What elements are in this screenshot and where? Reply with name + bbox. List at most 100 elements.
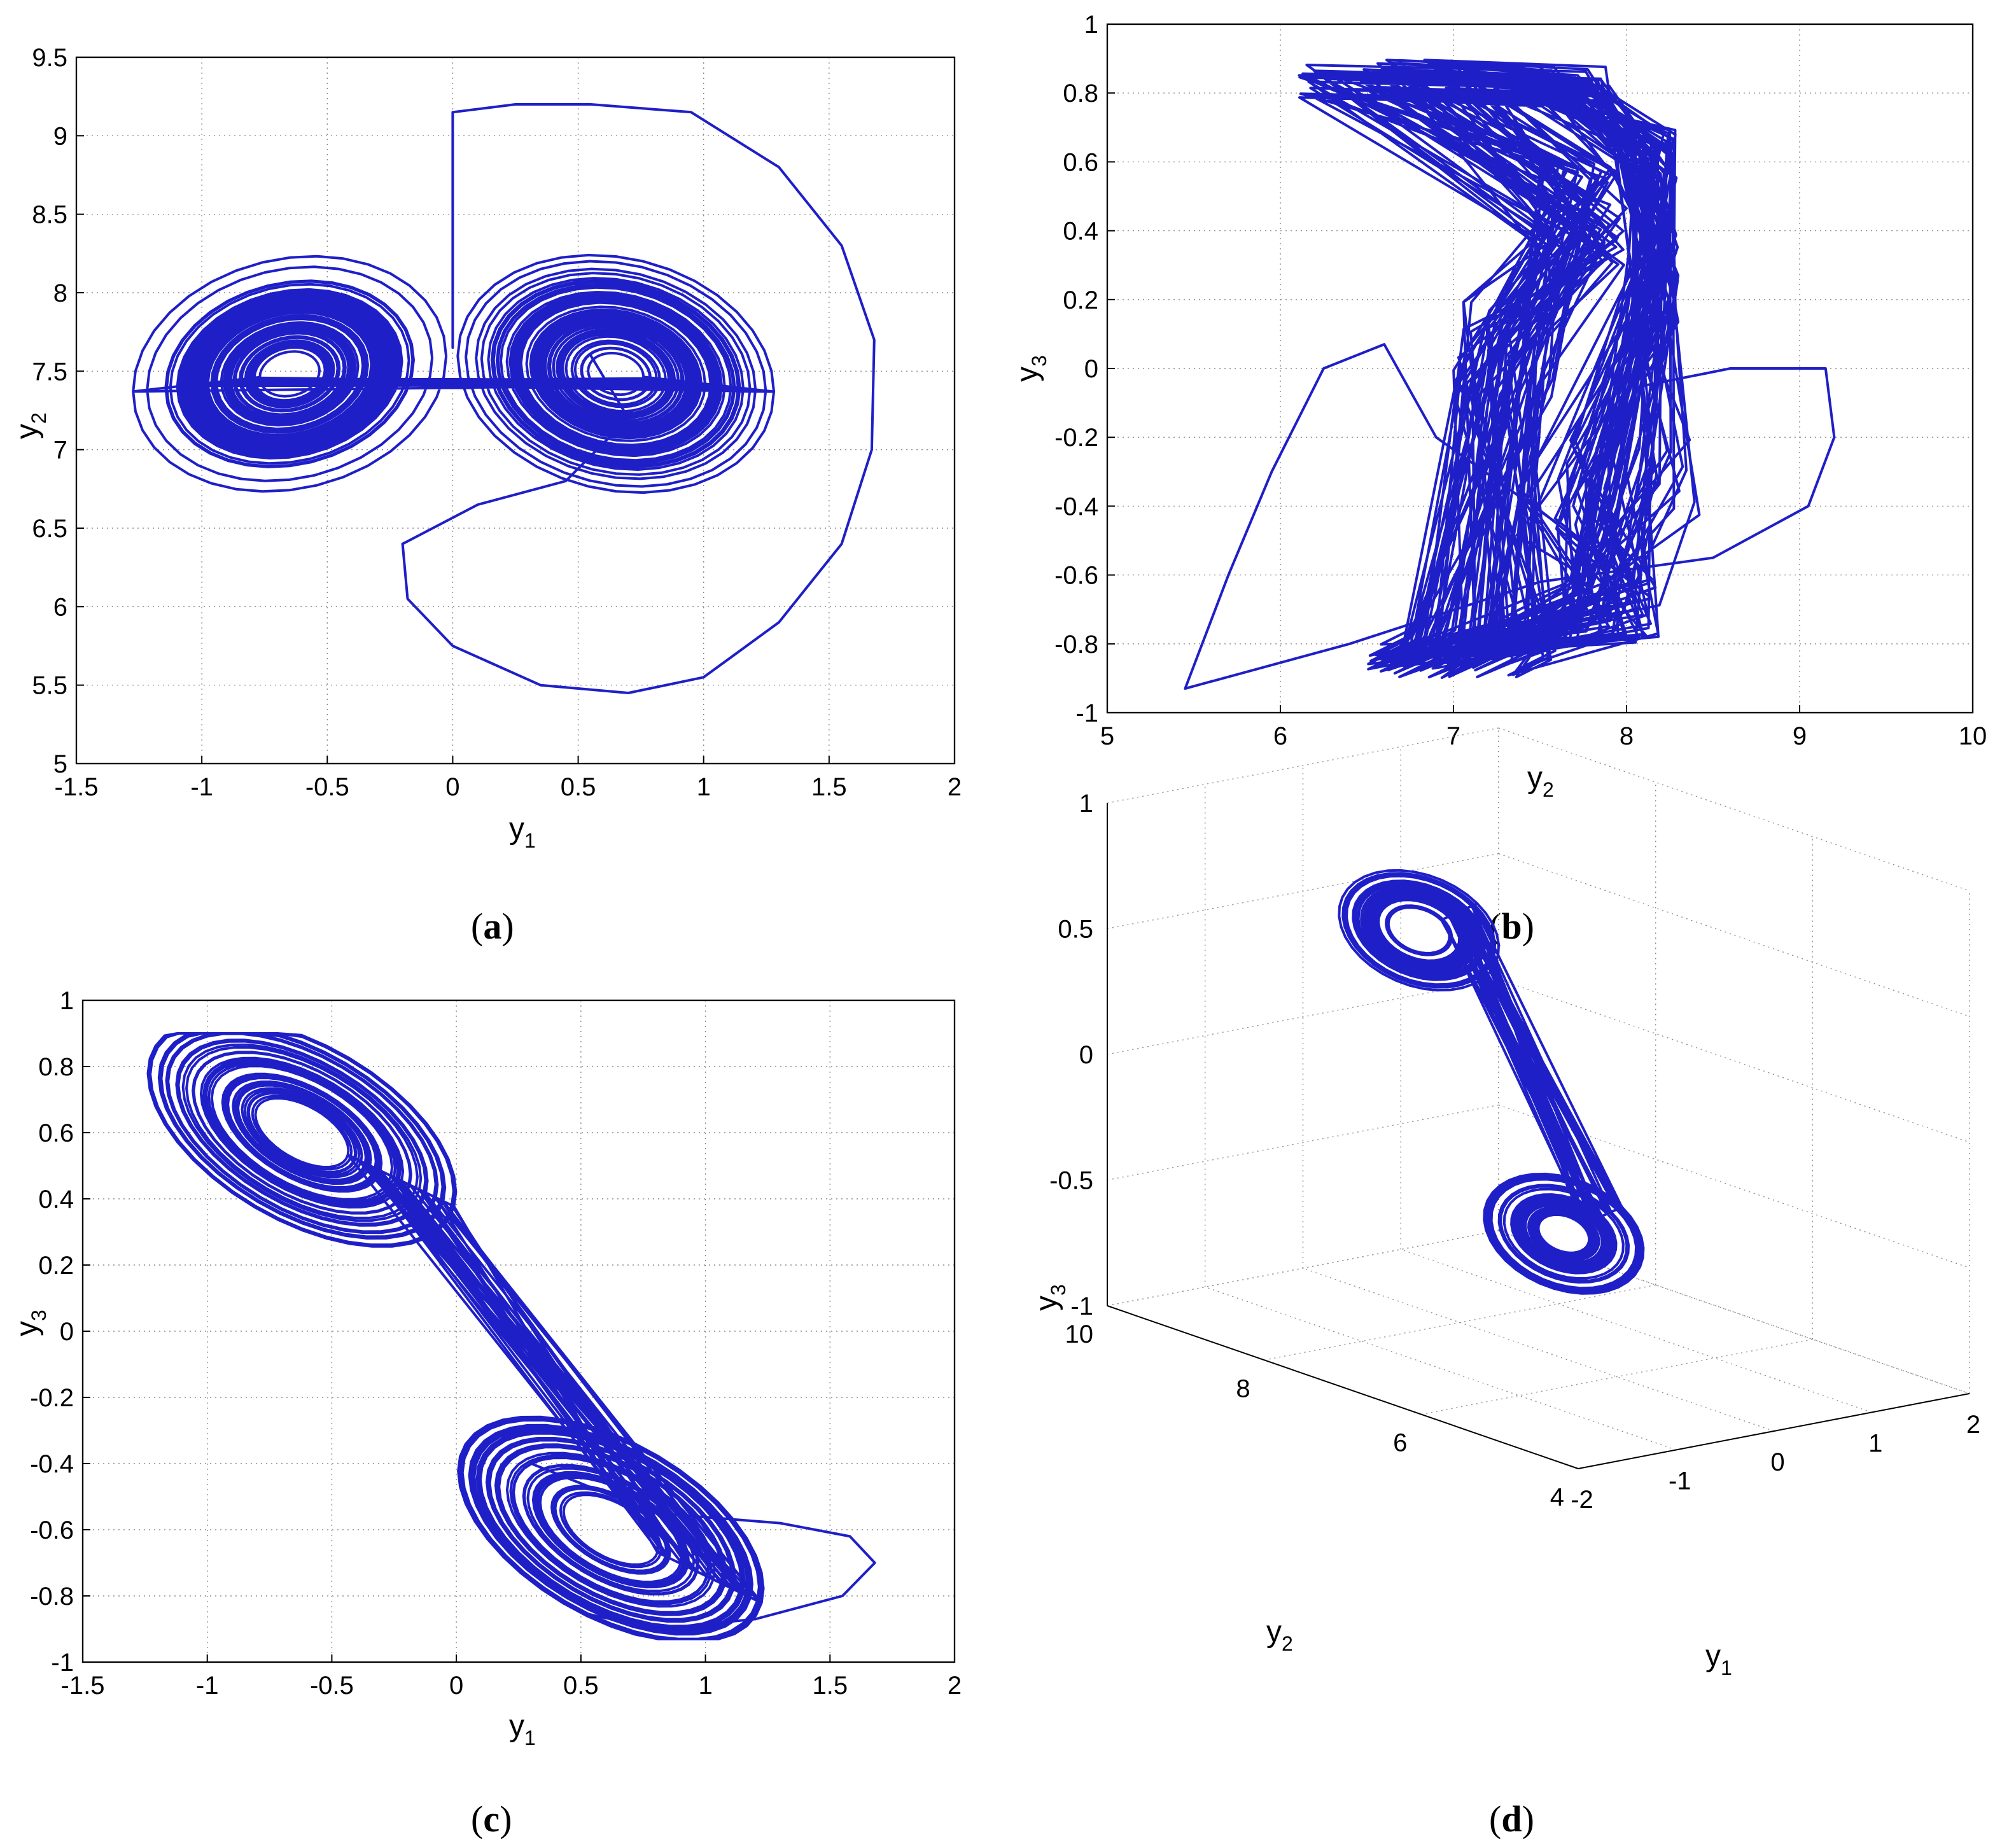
axes-box-d	[1107, 727, 1970, 1469]
transient-trajectory	[1184, 343, 1836, 690]
y-tick-label: 9.5	[32, 44, 67, 72]
y-tick-label: -0.4	[1054, 493, 1098, 521]
panel-b: 5 6 7 8 9 10-1-0.8-0.6-0.4-0.200.20.40.60.81 …	[1011, 11, 1987, 947]
xlabel-a: y1	[509, 812, 536, 852]
x-tick-label: 1	[698, 1672, 712, 1700]
attractor-trajectory	[132, 253, 776, 494]
transient-trajectory	[401, 103, 876, 694]
trajectory-b	[1184, 59, 1836, 690]
y-tick-label: 8	[53, 279, 67, 307]
panel-c: -1.5 -1 -0.5 0 0.5 1 1.5 2-1-0.8-0.6-0.4-0.200.…	[10, 987, 962, 1839]
y-tick-label: -0.6	[30, 1516, 74, 1544]
x-tick-label: -1.5	[61, 1672, 105, 1700]
y-tick-label: 0.8	[38, 1053, 74, 1081]
y-tick-label: 4	[1550, 1483, 1564, 1511]
transient-trajectory	[529, 1462, 876, 1630]
y-tick-label: 0.4	[1063, 218, 1098, 246]
y-tick-label: -0.8	[30, 1583, 74, 1611]
y-tick-label: 7.5	[32, 358, 67, 386]
y-tick-label: -1	[1075, 699, 1098, 727]
y-gridline-floor	[1421, 1338, 1813, 1415]
x-tick-label: 2	[948, 773, 962, 801]
y-tick-label: 6	[53, 593, 67, 621]
y-tick-label: 5.5	[32, 672, 67, 700]
ylabel-c: y3	[10, 1310, 50, 1336]
x-tick-label: 6	[1273, 722, 1287, 750]
y-tick-label: 0.6	[1063, 148, 1098, 176]
z-tick-label: 0	[1079, 1041, 1093, 1069]
y-tick-label: 0.2	[38, 1252, 74, 1280]
xlabel-c: y1	[509, 1709, 536, 1749]
x-tick-label: -2	[1571, 1486, 1593, 1514]
y-tick-label: -0.8	[1054, 631, 1098, 659]
y-tick-label: 0	[60, 1318, 74, 1346]
x-tick-label: 0.5	[561, 773, 596, 801]
y-tick-label: -0.6	[1054, 562, 1098, 590]
ylabel-a: y2	[10, 412, 50, 439]
z-gridline	[1107, 979, 1499, 1055]
y-tick-label: 0.2	[1063, 286, 1098, 314]
x-tick-label: -1	[190, 773, 213, 801]
panel-label-a: (a)	[471, 906, 514, 947]
x-tick-label: 9	[1793, 722, 1807, 750]
x-tick-label: 1.5	[811, 773, 847, 801]
y-tick-label: 6	[1393, 1429, 1407, 1457]
y-tick-label: -0.4	[30, 1450, 74, 1478]
x-tick-label: -1	[196, 1672, 219, 1700]
tick-labels-a: -1.5 -1 -0.5 0 0.5 1 1.5 2 5 5.5 6 6.5 7 7.5 8 8.5 9 9.5	[32, 44, 962, 801]
xlabel-b: y2	[1527, 761, 1554, 801]
attractor-trajectory	[1298, 59, 1701, 680]
xlabel-d: y1	[1705, 1639, 1732, 1679]
y-tick-label: 0	[1084, 355, 1098, 383]
x-tick-label: 5	[1100, 722, 1114, 750]
y-axis-line	[1107, 1305, 1579, 1469]
y-tick-label: 0.4	[38, 1185, 74, 1213]
x-tick-label: 2	[1966, 1411, 1980, 1439]
x-tick-label: 0	[445, 773, 459, 801]
y-tick-label: 10	[1065, 1320, 1094, 1348]
y-tick-label: 8.5	[32, 201, 67, 229]
y-tick-label: -0.2	[1054, 424, 1098, 452]
z-tick-label: -0.5	[1049, 1167, 1093, 1195]
z-gridline	[1107, 1230, 1499, 1306]
z-tick-label: -1	[1070, 1292, 1093, 1320]
trajectory-a	[132, 103, 876, 694]
attractor-trajectory	[146, 1032, 765, 1640]
z-gridline	[1107, 853, 1499, 930]
y-tick-label: -0.2	[30, 1384, 74, 1412]
x-tick-label: 1	[1868, 1430, 1882, 1458]
y-tick-label: 0.8	[1063, 80, 1098, 108]
z-gridline	[1107, 1104, 1499, 1181]
y-tick-label: 6.5	[32, 515, 67, 543]
x-tick-label: -0.5	[310, 1672, 354, 1700]
x-tick-label: -0.5	[305, 773, 349, 801]
trajectory-d	[1338, 869, 1645, 1295]
x-tick-label: 0	[1770, 1448, 1784, 1476]
z-gridline	[1498, 853, 1970, 1017]
x-tick-label: 2	[948, 1672, 962, 1700]
panel-a: -1.5 -1 -0.5 0 0.5 1 1.5 255.566.577.588.599.5 …	[10, 44, 962, 947]
x-axis-line	[1578, 1393, 1970, 1469]
x-gridline-floor	[1303, 1268, 1774, 1432]
y-tick-label: 8	[1236, 1374, 1250, 1402]
ylabel-d: y2	[1266, 1615, 1293, 1655]
tick-labels-b: 5 6 7 8 9 10 -1 -0.8 -0.6 -0.4 -0.2 0 0.2 0.4 0.6 0.8 1	[1054, 11, 1987, 750]
x-gridline-floor	[1205, 1286, 1676, 1451]
y-tick-label: 1	[60, 987, 74, 1015]
grid-a	[76, 57, 955, 764]
x-tick-label: -1	[1669, 1467, 1691, 1495]
z-gridline	[1498, 727, 1970, 892]
y-tick-label: 0.6	[38, 1119, 74, 1147]
y-tick-label: 7	[53, 437, 67, 465]
z-tick-label: 1	[1079, 790, 1093, 818]
zlabel-d: y3	[1030, 1284, 1070, 1311]
tick-labels-c: -1.5 -1 -0.5 0 0.5 1 1.5 2-1-0.8-0.6-0.4-0.200.…	[30, 987, 962, 1700]
x-tick-label: -1.5	[55, 773, 99, 801]
panel-label-d: (d)	[1489, 1798, 1534, 1839]
panel-label-c: (c)	[471, 1798, 512, 1839]
y-tick-label: 5	[53, 750, 67, 778]
ylabel-b: y3	[1011, 355, 1051, 382]
z-tick-label: 0.5	[1058, 916, 1093, 944]
